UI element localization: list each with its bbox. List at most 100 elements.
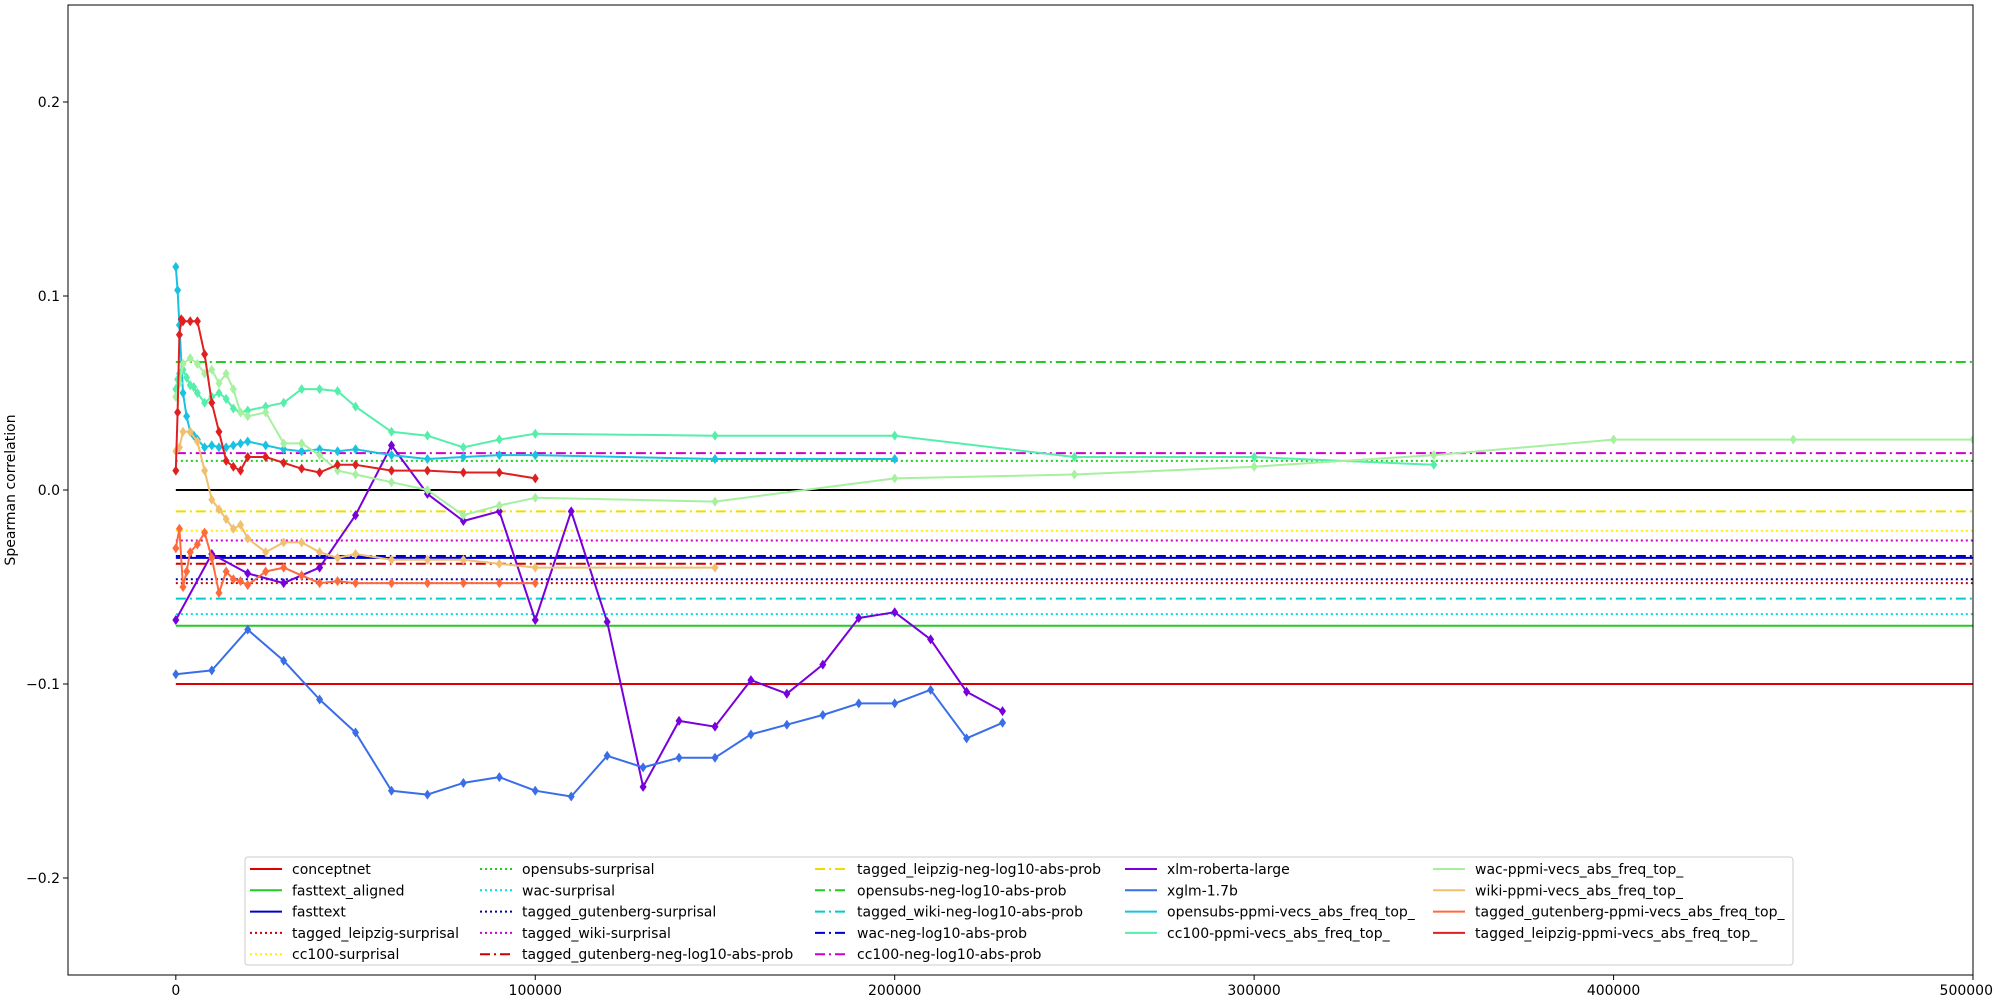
point-tagged_leipzig-ppmi-vecs_abs_freq_top_ <box>262 452 270 463</box>
point-xglm-1.7b <box>639 762 647 773</box>
point-tagged_gutenberg-ppmi-vecs_abs_freq_top_ <box>280 562 288 573</box>
point-xlm-roberta-large <box>567 506 575 517</box>
point-xglm-1.7b <box>927 684 935 695</box>
point-xlm-roberta-large <box>495 506 503 517</box>
point-opensubs-ppmi-vecs_abs_freq_top_ <box>316 444 324 455</box>
point-tagged_gutenberg-ppmi-vecs_abs_freq_top_ <box>183 566 191 577</box>
point-xlm-roberta-large <box>963 686 971 697</box>
point-tagged_gutenberg-ppmi-vecs_abs_freq_top_ <box>387 578 395 589</box>
point-xlm-roberta-large <box>459 516 467 527</box>
point-wac-ppmi-vecs_abs_freq_top_ <box>244 411 252 422</box>
point-wac-ppmi-vecs_abs_freq_top_ <box>1969 434 1973 445</box>
x-tick-label: 200000 <box>868 983 921 999</box>
point-tagged_gutenberg-ppmi-vecs_abs_freq_top_ <box>423 578 431 589</box>
point-cc100-ppmi-vecs_abs_freq_top_ <box>711 430 719 441</box>
point-tagged_gutenberg-ppmi-vecs_abs_freq_top_ <box>495 578 503 589</box>
point-xglm-1.7b <box>316 694 324 705</box>
point-wac-ppmi-vecs_abs_freq_top_ <box>262 407 270 418</box>
point-xlm-roberta-large <box>747 675 755 686</box>
point-cc100-ppmi-vecs_abs_freq_top_ <box>459 442 467 453</box>
point-tagged_gutenberg-ppmi-vecs_abs_freq_top_ <box>237 576 245 587</box>
legend: conceptnet opensubs-surprisal tagged_leipz… <box>244 856 1794 966</box>
point-wiki-ppmi-vecs_abs_freq_top_ <box>193 436 201 447</box>
point-wac-ppmi-vecs_abs_freq_top_ <box>1250 461 1258 472</box>
point-xlm-roberta-large <box>172 614 180 625</box>
legend-label-tagged_leipzig-neg-log10-abs-prob: tagged_leipzig-neg-log10-abs-prob <box>857 862 1101 878</box>
point-xlm-roberta-large <box>316 562 324 573</box>
point-cc100-ppmi-vecs_abs_freq_top_ <box>891 430 899 441</box>
point-tagged_leipzig-ppmi-vecs_abs_freq_top_ <box>531 473 539 484</box>
point-wac-ppmi-vecs_abs_freq_top_ <box>352 469 360 480</box>
x-tick-label: 300000 <box>1227 983 1280 999</box>
point-xglm-1.7b <box>244 624 252 635</box>
point-xglm-1.7b <box>783 719 791 730</box>
point-cc100-ppmi-vecs_abs_freq_top_ <box>1250 452 1258 463</box>
point-wiki-ppmi-vecs_abs_freq_top_ <box>387 554 395 565</box>
point-wiki-ppmi-vecs_abs_freq_top_ <box>244 533 252 544</box>
point-tagged_leipzig-ppmi-vecs_abs_freq_top_ <box>201 349 209 360</box>
point-wiki-ppmi-vecs_abs_freq_top_ <box>208 494 216 505</box>
legend-label-cc100-surprisal: cc100-surprisal <box>292 947 399 963</box>
point-cc100-ppmi-vecs_abs_freq_top_ <box>215 388 223 398</box>
point-xlm-roberta-large <box>819 659 827 670</box>
point-wiki-ppmi-vecs_abs_freq_top_ <box>423 554 431 565</box>
point-tagged_gutenberg-ppmi-vecs_abs_freq_top_ <box>229 574 237 585</box>
point-xglm-1.7b <box>675 752 683 763</box>
point-xglm-1.7b <box>603 750 611 761</box>
legend-label-wac-surprisal: wac-surprisal <box>522 883 615 899</box>
point-tagged_gutenberg-ppmi-vecs_abs_freq_top_ <box>193 539 201 550</box>
point-wac-ppmi-vecs_abs_freq_top_ <box>334 465 342 476</box>
point-xglm-1.7b <box>891 698 899 709</box>
point-xglm-1.7b <box>459 777 467 788</box>
x-tick-label: 400000 <box>1587 983 1640 999</box>
point-wac-ppmi-vecs_abs_freq_top_ <box>316 450 324 461</box>
legend-label-tagged_gutenberg-neg-log10-abs-prob: tagged_gutenberg-neg-log10-abs-prob <box>522 947 793 963</box>
point-tagged_gutenberg-ppmi-vecs_abs_freq_top_ <box>222 566 230 577</box>
point-tagged_leipzig-ppmi-vecs_abs_freq_top_ <box>334 459 342 470</box>
point-wiki-ppmi-vecs_abs_freq_top_ <box>237 519 245 530</box>
point-tagged_leipzig-ppmi-vecs_abs_freq_top_ <box>244 452 252 463</box>
point-opensubs-ppmi-vecs_abs_freq_top_ <box>262 440 270 451</box>
point-wac-ppmi-vecs_abs_freq_top_ <box>1610 434 1618 445</box>
point-tagged_leipzig-ppmi-vecs_abs_freq_top_ <box>298 463 306 474</box>
point-wac-ppmi-vecs_abs_freq_top_ <box>495 500 503 511</box>
point-wiki-ppmi-vecs_abs_freq_top_ <box>711 562 719 573</box>
point-xlm-roberta-large <box>675 715 683 726</box>
point-cc100-ppmi-vecs_abs_freq_top_ <box>262 401 270 412</box>
point-wiki-ppmi-vecs_abs_freq_top_ <box>215 504 223 515</box>
point-opensubs-ppmi-vecs_abs_freq_top_ <box>183 411 191 422</box>
point-wiki-ppmi-vecs_abs_freq_top_ <box>262 547 270 558</box>
point-opensubs-ppmi-vecs_abs_freq_top_ <box>495 450 503 461</box>
point-wiki-ppmi-vecs_abs_freq_top_ <box>459 554 467 565</box>
y-tick-label: 0.2 <box>38 95 60 111</box>
point-opensubs-ppmi-vecs_abs_freq_top_ <box>215 442 223 453</box>
point-xglm-1.7b <box>495 772 503 783</box>
point-cc100-ppmi-vecs_abs_freq_top_ <box>183 372 191 383</box>
point-wac-ppmi-vecs_abs_freq_top_ <box>237 407 245 418</box>
legend-label-tagged_leipzig-surprisal: tagged_leipzig-surprisal <box>292 926 459 942</box>
point-tagged_leipzig-ppmi-vecs_abs_freq_top_ <box>222 455 230 466</box>
point-tagged_leipzig-ppmi-vecs_abs_freq_top_ <box>459 467 467 478</box>
point-cc100-ppmi-vecs_abs_freq_top_ <box>190 382 198 393</box>
point-tagged_gutenberg-ppmi-vecs_abs_freq_top_ <box>316 578 324 589</box>
point-xlm-roberta-large <box>244 568 252 579</box>
point-wac-ppmi-vecs_abs_freq_top_ <box>208 364 216 375</box>
x-tick-label: 100000 <box>509 983 562 999</box>
point-xglm-1.7b <box>352 727 360 738</box>
point-xglm-1.7b <box>711 752 719 763</box>
point-cc100-ppmi-vecs_abs_freq_top_ <box>531 428 539 439</box>
point-wac-ppmi-vecs_abs_freq_top_ <box>298 438 306 449</box>
series-line-xlm-roberta-large <box>174 444 1003 788</box>
point-tagged_gutenberg-ppmi-vecs_abs_freq_top_ <box>531 578 539 589</box>
legend-label-tagged_gutenberg-ppmi-vecs_abs_freq_top_: tagged_gutenberg-ppmi-vecs_abs_freq_top_ <box>1475 905 1785 921</box>
point-tagged_leipzig-ppmi-vecs_abs_freq_top_ <box>174 407 182 418</box>
series-lines <box>172 261 1973 802</box>
point-opensubs-ppmi-vecs_abs_freq_top_ <box>891 453 899 464</box>
point-wiki-ppmi-vecs_abs_freq_top_ <box>352 549 360 560</box>
legend-label-opensubs-neg-log10-abs-prob: opensubs-neg-log10-abs-prob <box>857 883 1067 899</box>
point-opensubs-ppmi-vecs_abs_freq_top_ <box>280 444 288 455</box>
legend-label-xglm-1.7b: xglm-1.7b <box>1167 883 1238 899</box>
legend-label-cc100-ppmi-vecs_abs_freq_top_: cc100-ppmi-vecs_abs_freq_top_ <box>1167 926 1391 942</box>
x-axis-ticks: 0 100000 200000 300000 400000 500000 <box>171 975 1993 999</box>
point-xlm-roberta-large <box>387 440 395 451</box>
